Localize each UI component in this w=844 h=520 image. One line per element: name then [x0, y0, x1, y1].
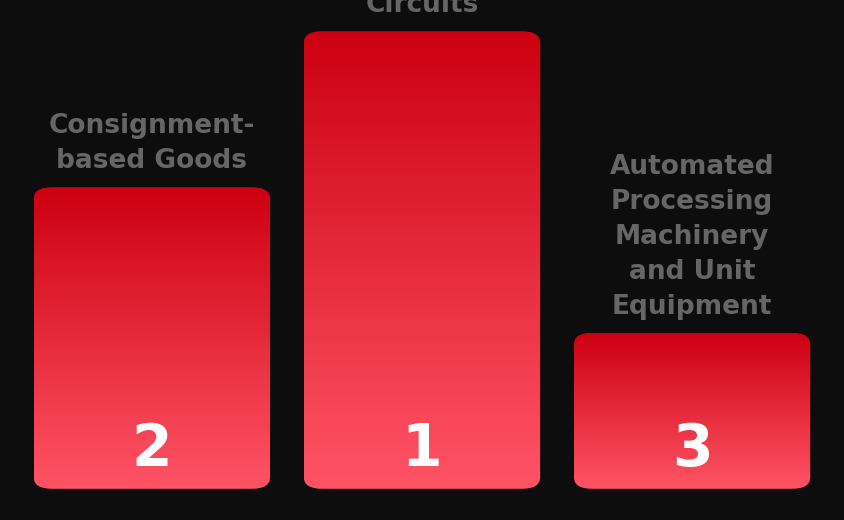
Text: Automated
Processing
Machinery
and Unit
Equipment: Automated Processing Machinery and Unit … — [609, 154, 775, 320]
Text: 2: 2 — [132, 421, 172, 478]
Text: 1: 1 — [402, 421, 442, 478]
Text: 3: 3 — [672, 421, 712, 478]
Text: Integrated
Circuits: Integrated Circuits — [343, 0, 501, 18]
Text: Consignment-
based Goods: Consignment- based Goods — [49, 113, 255, 174]
